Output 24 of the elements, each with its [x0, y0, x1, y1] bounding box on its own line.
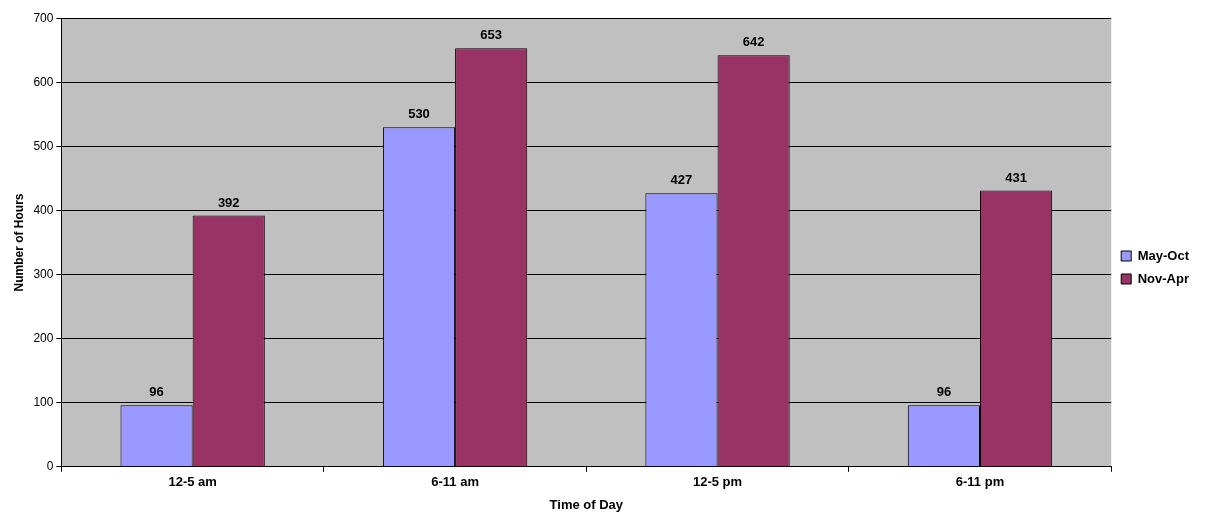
data-label: 653	[480, 27, 503, 43]
x-tick-label: 12-5 am	[168, 474, 217, 490]
y-tick-label: 700	[33, 10, 54, 25]
data-label: 392	[217, 194, 240, 210]
y-axis-title: Number of Hours	[11, 193, 26, 292]
y-tick-label: 300	[33, 266, 54, 281]
y-tick-label: 100	[33, 395, 54, 410]
y-tick-label: 400	[33, 202, 54, 217]
legend-label: May-Oct	[1137, 247, 1190, 263]
data-label: 96	[936, 384, 952, 400]
data-label: 530	[408, 106, 430, 122]
data-label: 427	[670, 172, 693, 188]
y-tick-label: 0	[46, 459, 54, 474]
x-tick-label: 6-11 am	[431, 474, 479, 490]
y-tick-label: 500	[33, 138, 54, 153]
data-label: 642	[742, 34, 765, 50]
y-tick-label: 600	[33, 74, 54, 89]
data-label: 96	[149, 384, 164, 400]
legend-label: Nov-Apr	[1137, 270, 1189, 286]
y-tick-label: 200	[33, 330, 54, 345]
x-tick-label: 6-11 pm	[955, 474, 1005, 490]
x-tick-label: 12-5 pm	[692, 474, 743, 490]
data-label: 431	[1005, 169, 1027, 185]
x-axis-title: Time of Day	[549, 496, 624, 512]
